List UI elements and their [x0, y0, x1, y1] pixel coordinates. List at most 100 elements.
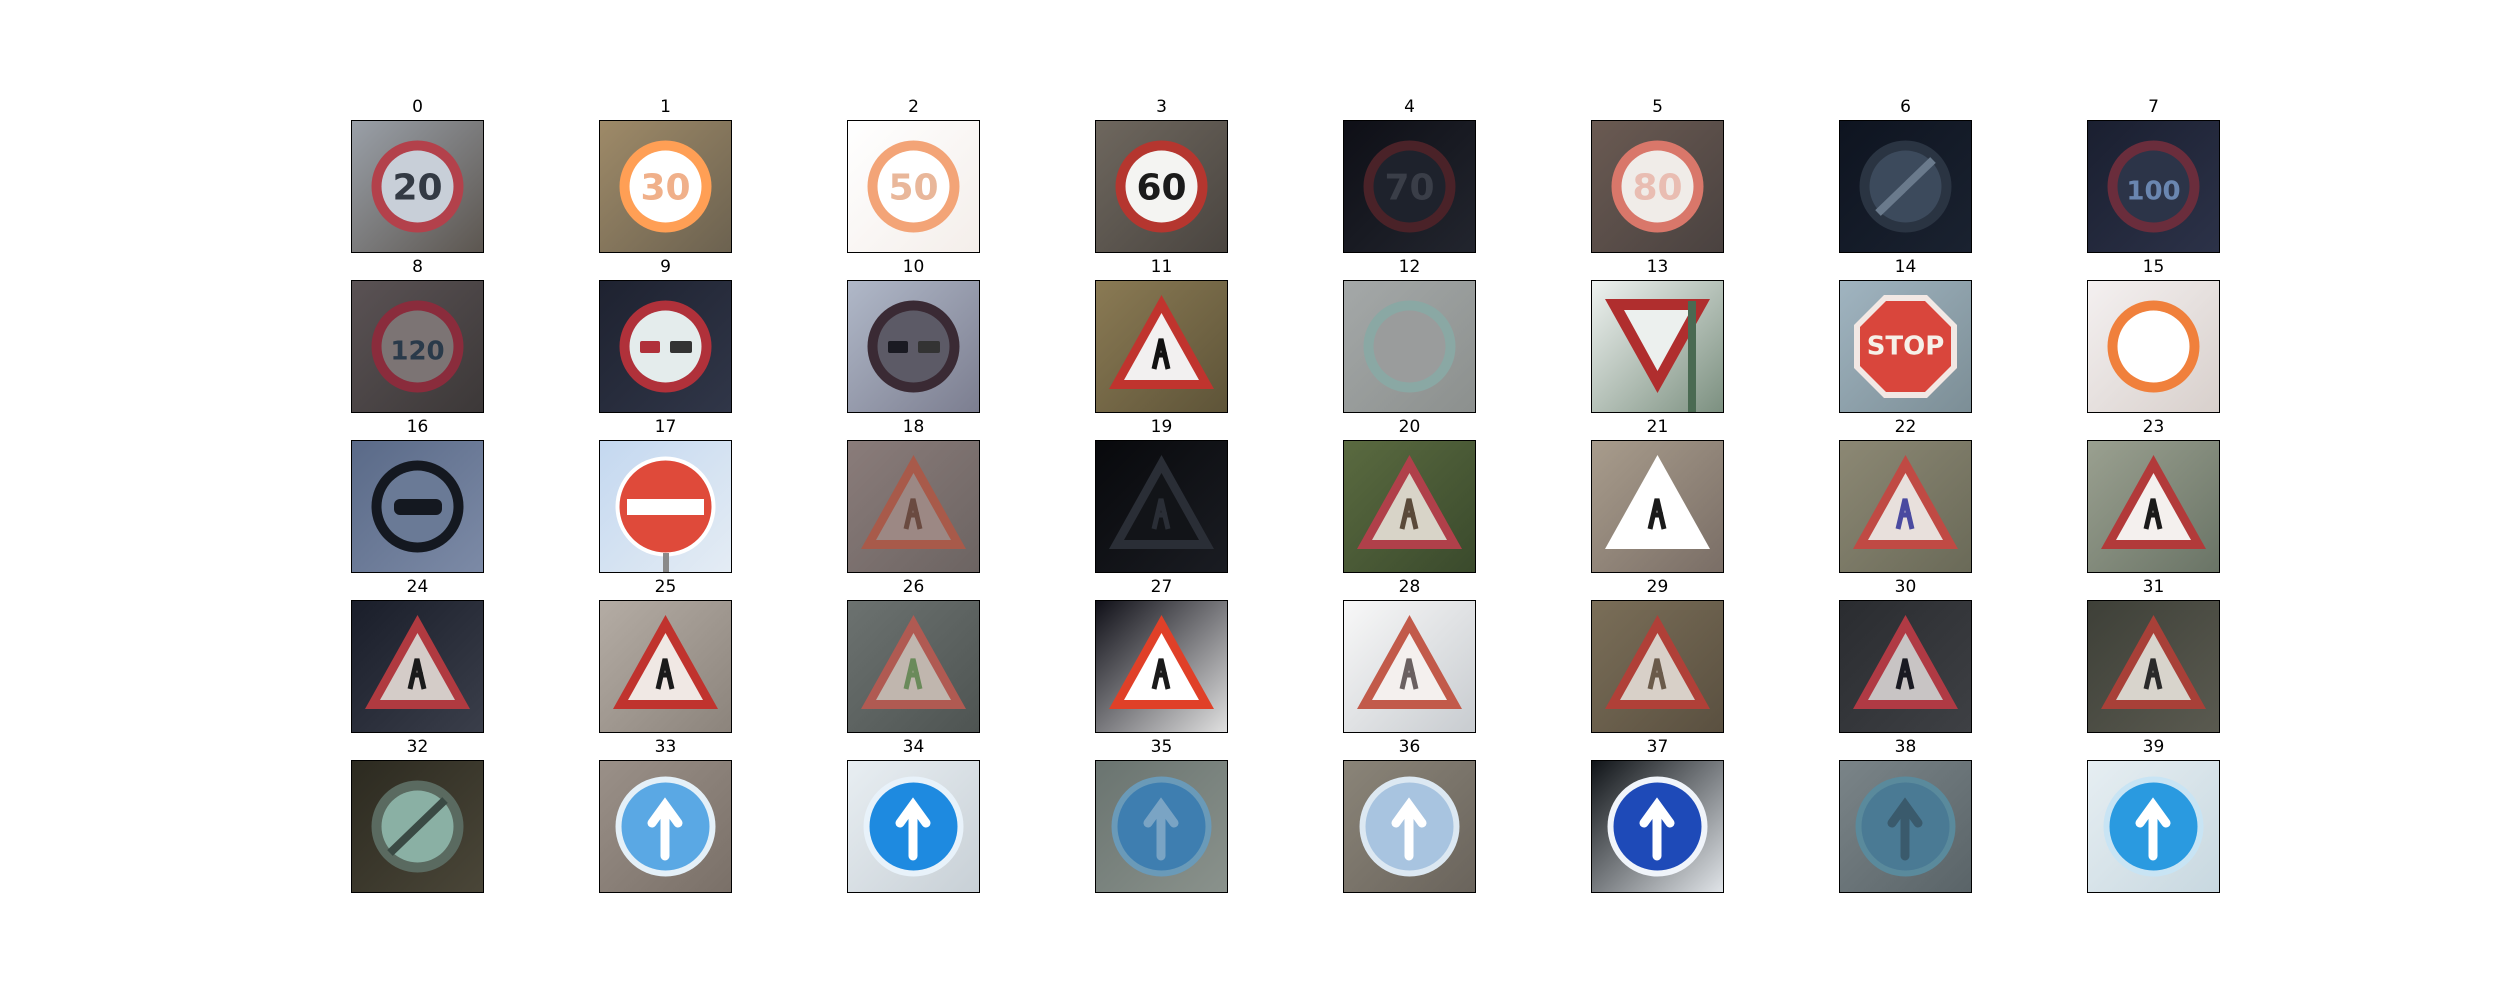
- sign-panel: 18: [847, 417, 980, 577]
- panel-class-label: 29: [1646, 577, 1669, 597]
- speed-limit-100-thumbnail-icon: 100: [2087, 120, 2220, 253]
- end-of-all-limits-sign-glyph: [371, 780, 464, 873]
- panel-class-label: 12: [1398, 257, 1421, 277]
- no-entry-sign-glyph: [615, 456, 716, 572]
- turn-left-ahead-sign-glyph: [863, 776, 964, 877]
- speed-limit-60-thumbnail-icon: 60: [1095, 120, 1228, 253]
- sign-panel: 12: [1343, 257, 1476, 417]
- sign-panel: 23: [2087, 417, 2220, 577]
- no-vehicles-sign-glyph: [2107, 300, 2200, 393]
- no-passing-trucks-thumbnail-icon: [847, 280, 980, 413]
- speed-limit-70-thumbnail-icon: 70: [1343, 120, 1476, 253]
- right-of-way-intersection-sign-glyph: [1109, 295, 1214, 389]
- end-speed-limit-80-sign-glyph: [1859, 140, 1952, 233]
- speed-limit-120-thumbnail-icon: 120: [351, 280, 484, 413]
- sign-panel: 34: [847, 737, 980, 897]
- sign-panel: 27: [1095, 577, 1228, 737]
- no-entry-thumbnail-icon: [599, 440, 732, 573]
- sign-panel: 10: [847, 257, 980, 417]
- road-work-thumbnail-icon: [599, 600, 732, 733]
- sign-panel: 15: [2087, 257, 2220, 417]
- sign-panel: 8 120: [351, 257, 484, 417]
- sign-panel: 36: [1343, 737, 1476, 897]
- general-caution-thumbnail-icon: [847, 440, 980, 573]
- turn-left-ahead-thumbnail-icon: [847, 760, 980, 893]
- sign-panel: 14 STOP: [1839, 257, 1972, 417]
- slippery-road-thumbnail-icon: [2087, 440, 2220, 573]
- sign-text: 120: [390, 337, 444, 367]
- sign-panel: 35: [1095, 737, 1228, 897]
- panel-class-label: 13: [1646, 257, 1669, 277]
- panel-class-label: 25: [654, 577, 677, 597]
- sign-panel: 33: [599, 737, 732, 897]
- no-passing-thumbnail-icon: [599, 280, 732, 413]
- sign-panel: 17: [599, 417, 732, 577]
- no-passing-trucks-sign-glyph: [867, 300, 960, 393]
- sign-panel: 38: [1839, 737, 1972, 897]
- keep-right-sign-glyph: [1855, 776, 1956, 877]
- keep-right-thumbnail-icon: [1839, 760, 1972, 893]
- sign-text: 50: [888, 168, 938, 209]
- panel-class-label: 6: [1900, 97, 1911, 117]
- slippery-road-sign-glyph: [2101, 455, 2206, 549]
- speed-limit-20-sign-glyph: 20: [371, 140, 464, 233]
- yield-thumbnail-icon: [1591, 280, 1724, 413]
- pedestrians-sign-glyph: [1109, 615, 1214, 709]
- sign-panel: 21: [1591, 417, 1724, 577]
- sign-panel: 0 20: [351, 97, 484, 257]
- speed-limit-30-sign-glyph: 30: [619, 140, 712, 233]
- speed-limit-80-sign-glyph: 80: [1611, 140, 1704, 233]
- no-vehicles-thumbnail-icon: [2087, 280, 2220, 413]
- sign-panel: 37: [1591, 737, 1724, 897]
- panel-class-label: 36: [1398, 737, 1421, 757]
- keep-left-thumbnail-icon: [2087, 760, 2220, 893]
- panel-class-label: 10: [902, 257, 925, 277]
- pedestrians-thumbnail-icon: [1095, 600, 1228, 733]
- no-trucks-thumbnail-icon: [351, 440, 484, 573]
- go-straight-or-right-thumbnail-icon: [1343, 760, 1476, 893]
- priority-road-thumbnail-icon: [1343, 280, 1476, 413]
- beware-ice-snow-thumbnail-icon: [1839, 600, 1972, 733]
- beware-ice-snow-sign-glyph: [1853, 615, 1958, 709]
- sign-text: 100: [2126, 177, 2180, 207]
- dangerous-curve-left-thumbnail-icon: [1095, 440, 1228, 573]
- panel-class-label: 32: [406, 737, 429, 757]
- no-passing-sign-glyph: [619, 300, 712, 393]
- sign-panel: 19: [1095, 417, 1228, 577]
- sign-panel: 3 60: [1095, 97, 1228, 257]
- turn-right-ahead-sign-glyph: [615, 776, 716, 877]
- panel-class-label: 1: [660, 97, 671, 117]
- sign-panel: 5 80: [1591, 97, 1724, 257]
- sign-text: 20: [392, 168, 442, 209]
- bumpy-road-thumbnail-icon: [1839, 440, 1972, 573]
- bumpy-road-sign-glyph: [1853, 455, 1958, 549]
- sign-panel: 20: [1343, 417, 1476, 577]
- panel-class-label: 3: [1156, 97, 1167, 117]
- sign-panel: 7 100: [2087, 97, 2220, 257]
- go-straight-or-right-sign-glyph: [1359, 776, 1460, 877]
- panel-class-label: 2: [908, 97, 919, 117]
- speed-limit-80-thumbnail-icon: 80: [1591, 120, 1724, 253]
- panel-class-label: 16: [406, 417, 429, 437]
- sign-panel: 28: [1343, 577, 1476, 737]
- sign-panel: 26: [847, 577, 980, 737]
- trafficals-sign-thumbnail-icon: [847, 600, 980, 733]
- panel-class-label: 11: [1150, 257, 1173, 277]
- sign-panel: 4 70: [1343, 97, 1476, 257]
- sign-panel: 13: [1591, 257, 1724, 417]
- sign-panel: 30: [1839, 577, 1972, 737]
- sign-panel: 1 30: [599, 97, 732, 257]
- stop-sign-glyph: STOP: [1854, 295, 1957, 398]
- panel-class-label: 21: [1646, 417, 1669, 437]
- panel-class-label: 24: [406, 577, 429, 597]
- panel-class-label: 0: [412, 97, 423, 117]
- general-caution-sign-glyph: [861, 455, 966, 549]
- dangerous-curve-left-sign-glyph: [1109, 455, 1214, 549]
- double-curve-thumbnail-icon: [1591, 440, 1724, 573]
- go-straight-or-left-sign-glyph: [1607, 776, 1708, 877]
- speed-limit-70-sign-glyph: 70: [1363, 140, 1456, 233]
- wild-animals-crossing-sign-glyph: [2101, 615, 2206, 709]
- panel-class-label: 18: [902, 417, 925, 437]
- right-of-way-intersection-thumbnail-icon: [1095, 280, 1228, 413]
- ahead-only-thumbnail-icon: [1095, 760, 1228, 893]
